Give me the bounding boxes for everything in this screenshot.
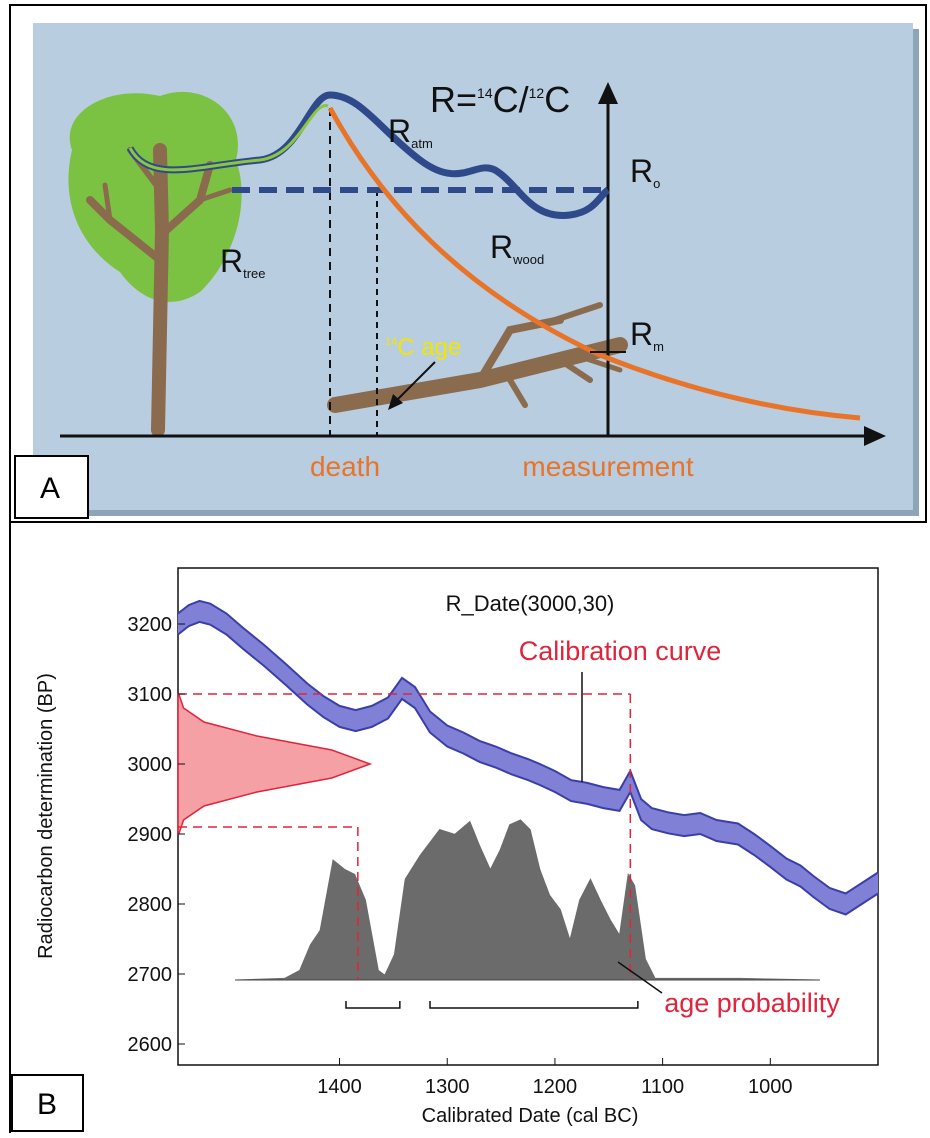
- y-axis-label: Radiocarbon determination (BP): [35, 673, 57, 959]
- r: R: [630, 153, 653, 189]
- plot-frame: [177, 567, 879, 1066]
- r-m-label: Rm: [630, 316, 664, 354]
- r-wood-label: Rwood: [490, 229, 544, 267]
- sub: o: [653, 176, 660, 191]
- chart-title: R_Date(3000,30): [446, 591, 615, 616]
- hpd-range: [429, 1001, 639, 1009]
- measurement-label: measurement: [522, 451, 693, 482]
- formula-part: C/: [493, 79, 529, 120]
- r: R: [388, 113, 411, 149]
- age-probability: [235, 819, 820, 981]
- sub: tree: [243, 266, 265, 281]
- x-tick-label: 1200: [533, 1076, 578, 1098]
- panel-label-box: [14, 455, 89, 519]
- formula-part: R=: [430, 79, 477, 120]
- hpd-range: [345, 1001, 401, 1009]
- y-tick-label: 2900: [128, 824, 173, 846]
- ratio-formula: R=14C/12C: [430, 79, 570, 120]
- panel-label: A: [40, 472, 60, 505]
- measurement-distribution: [177, 693, 373, 835]
- formula-part: C: [544, 79, 570, 120]
- r: R: [630, 316, 653, 352]
- y-tick-label: 2800: [128, 894, 173, 916]
- calibration-lower: [177, 620, 879, 916]
- sub: wood: [512, 252, 544, 267]
- formula-sup: 14: [477, 85, 493, 101]
- age-label: 14C age: [385, 334, 461, 361]
- y-tick-label: 3100: [128, 684, 173, 706]
- death-label: death: [310, 451, 380, 482]
- age-pointer: [394, 361, 436, 403]
- r: R: [220, 243, 243, 279]
- text: C age: [397, 334, 461, 361]
- y-tick-label: 3200: [128, 614, 173, 636]
- r-o-label: Ro: [630, 153, 660, 191]
- panel-label: B: [37, 1088, 57, 1121]
- y-tick-label: 2600: [128, 1034, 173, 1056]
- calibration-upper: [177, 599, 879, 895]
- fallen-branch: [327, 302, 628, 413]
- formula-sup: 12: [529, 85, 545, 101]
- y-tick-label: 2700: [128, 964, 173, 986]
- x-tick-label: 1400: [317, 1076, 362, 1098]
- x-tick-label: 1100: [641, 1076, 684, 1098]
- y-tick-label: 3000: [128, 754, 173, 776]
- panel-label-box: [11, 1074, 84, 1132]
- age-pointer-head: [388, 394, 403, 410]
- x-tick-label: 1300: [425, 1076, 470, 1098]
- probability-pointer: [617, 961, 663, 994]
- r: R: [490, 229, 513, 265]
- sup: 14: [385, 336, 397, 348]
- r-atm-label: Ratm: [388, 113, 433, 151]
- wood-curve: [327, 106, 861, 421]
- x-tick-label: 1000: [748, 1076, 793, 1098]
- tree-curve: [128, 104, 329, 172]
- tree: [86, 143, 233, 437]
- calibration-annotation: Calibration curve: [519, 636, 722, 666]
- sub: m: [653, 339, 664, 354]
- time-axis-arrow: [864, 426, 886, 446]
- sub: atm: [411, 136, 433, 151]
- probability-annotation: age probability: [664, 988, 840, 1018]
- x-axis-label: Calibrated Date (cal BC): [422, 1105, 639, 1127]
- plot: [177, 599, 879, 1009]
- r-tree-label: Rtree: [220, 243, 266, 281]
- ratio-axis-arrow: [598, 82, 618, 104]
